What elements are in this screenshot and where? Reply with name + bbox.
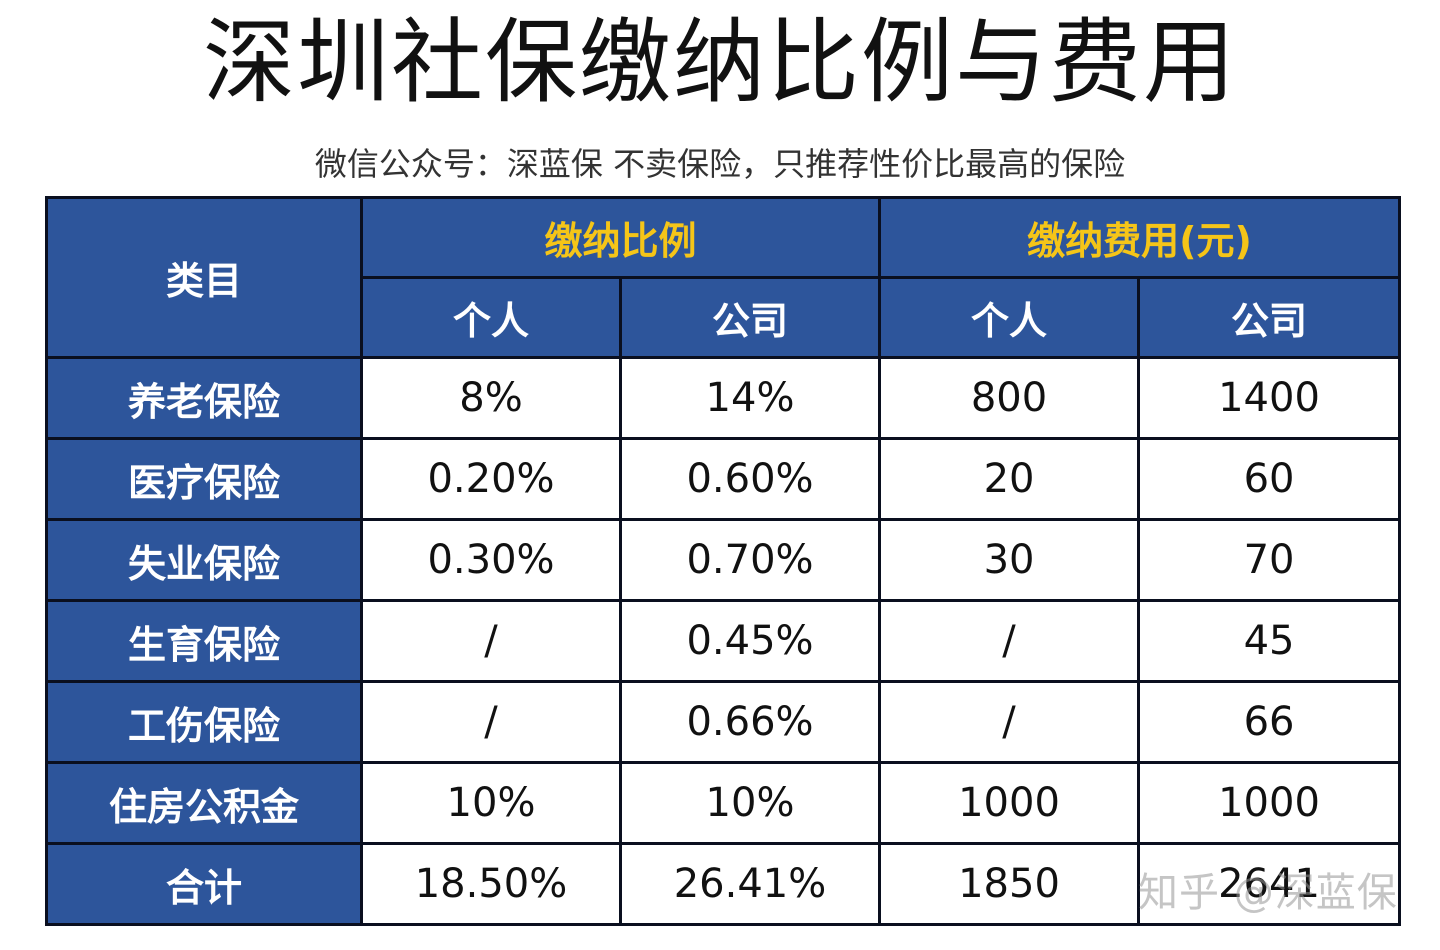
sub-header-ratio-company: 公司: [618, 276, 882, 359]
cell: 26.41%: [618, 842, 882, 926]
cell: 30: [878, 518, 1141, 602]
cell: 2641: [1137, 842, 1402, 926]
cell: /: [878, 599, 1141, 683]
cell: /: [878, 680, 1141, 764]
page-title: 深圳社保缴纳比例与费用: [202, 9, 1237, 116]
cell: 0.66%: [618, 680, 882, 764]
cell: 70: [1137, 518, 1402, 602]
cell: /: [360, 599, 622, 683]
cell: 1400: [1137, 356, 1402, 440]
sub-header-cost-personal: 个人: [878, 276, 1141, 359]
cell: 1850: [878, 842, 1141, 926]
table-row: 失业保险 0.30% 0.70% 30 70: [45, 518, 1402, 602]
group-header-cost: 缴纳费用(元): [878, 196, 1402, 279]
row-label: 养老保险: [45, 356, 363, 440]
cell: /: [360, 680, 622, 764]
cell: 1000: [878, 761, 1141, 845]
cell: 0.60%: [618, 437, 882, 521]
sub-header-ratio-personal: 个人: [360, 276, 622, 359]
cell: 0.45%: [618, 599, 882, 683]
cell: 14%: [618, 356, 882, 440]
row-label: 生育保险: [45, 599, 363, 683]
cell: 0.30%: [360, 518, 622, 602]
table-row: 住房公积金 10% 10% 1000 1000: [45, 761, 1402, 845]
cell: 1000: [1137, 761, 1402, 845]
cell: 66: [1137, 680, 1402, 764]
cell: 18.50%: [360, 842, 622, 926]
row-label: 工伤保险: [45, 680, 363, 764]
cell: 800: [878, 356, 1141, 440]
cell: 0.20%: [360, 437, 622, 521]
row-label: 住房公积金: [45, 761, 363, 845]
table-row: 生育保险 / 0.45% / 45: [45, 599, 1402, 683]
table-row-total: 合计 18.50% 26.41% 1850 2641: [45, 842, 1402, 926]
cell: 8%: [360, 356, 622, 440]
row-label: 医疗保险: [45, 437, 363, 521]
corner-header: 类目: [45, 196, 363, 359]
sub-header-cost-company: 公司: [1137, 276, 1402, 359]
table-row: 养老保险 8% 14% 800 1400: [45, 356, 1402, 440]
social-insurance-table: 类目 缴纳比例 缴纳费用(元) 个人 公司 个人 公司 养老保险 8% 14% …: [45, 196, 1402, 926]
table-row: 工伤保险 / 0.66% / 66: [45, 680, 1402, 764]
cell: 20: [878, 437, 1141, 521]
cell: 10%: [360, 761, 622, 845]
page-subtitle: 微信公众号：深蓝保 不卖保险，只推荐性价比最高的保险: [314, 145, 1126, 183]
cell: 60: [1137, 437, 1402, 521]
cell: 0.70%: [618, 518, 882, 602]
group-header-ratio: 缴纳比例: [359, 196, 882, 279]
row-label: 合计: [45, 842, 363, 926]
table-row: 医疗保险 0.20% 0.60% 20 60: [45, 437, 1402, 521]
row-label: 失业保险: [45, 518, 363, 602]
cell: 45: [1137, 599, 1402, 683]
cell: 10%: [618, 761, 882, 845]
